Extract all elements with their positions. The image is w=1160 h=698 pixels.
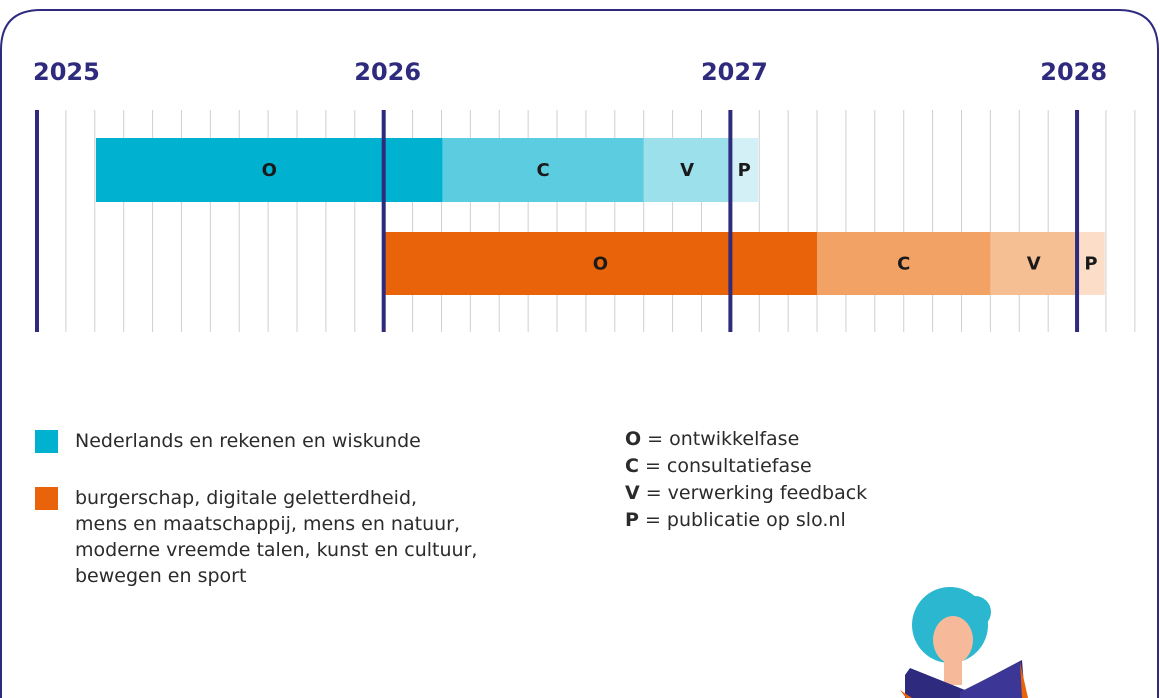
legend-entry: burgerschap, digitale geletterdheid, men… [35, 485, 595, 589]
phase-text: = consultatiefase [645, 455, 812, 477]
page: OCVPOCVP2025202620272028 Nederlands en r… [0, 0, 1160, 698]
bar-label: P [1084, 254, 1097, 275]
bar-label: P [738, 160, 751, 181]
bar-label: O [593, 254, 608, 275]
phase-key: P [625, 509, 639, 531]
bar-label: O [262, 160, 277, 181]
phase-entry: C = consultatiefase [625, 453, 812, 480]
year-label: 2025 [33, 58, 100, 86]
year-label: 2026 [354, 58, 421, 86]
legend-label: burgerschap, digitale geletterdheid, men… [75, 485, 595, 589]
frame [1, 10, 1158, 698]
illustration [900, 587, 1028, 698]
bar-label: V [680, 160, 694, 181]
phase-entry: O = ontwikkelfase [625, 426, 799, 453]
legend-swatch [35, 430, 58, 453]
chart: OCVPOCVP2025202620272028 [0, 0, 1160, 698]
bar-label: V [1027, 254, 1041, 275]
legend-label: Nederlands en rekenen en wiskunde [75, 428, 595, 454]
phase-text: = verwerking feedback [646, 482, 867, 504]
phase-key: C [625, 455, 639, 477]
phase-text: = ontwikkelfase [647, 428, 799, 450]
year-label: 2028 [1040, 58, 1107, 86]
legend-swatch [35, 487, 58, 510]
phase-entry: V = verwerking feedback [625, 480, 867, 507]
phase-key: V [625, 482, 640, 504]
bar-label: C [537, 160, 550, 181]
phase-key: O [625, 428, 641, 450]
legend-entry: Nederlands en rekenen en wiskunde [35, 428, 595, 454]
bar-label: C [897, 254, 910, 275]
phase-entry: P = publicatie op slo.nl [625, 507, 846, 534]
phase-text: = publicatie op slo.nl [645, 509, 846, 531]
year-label: 2027 [701, 58, 768, 86]
